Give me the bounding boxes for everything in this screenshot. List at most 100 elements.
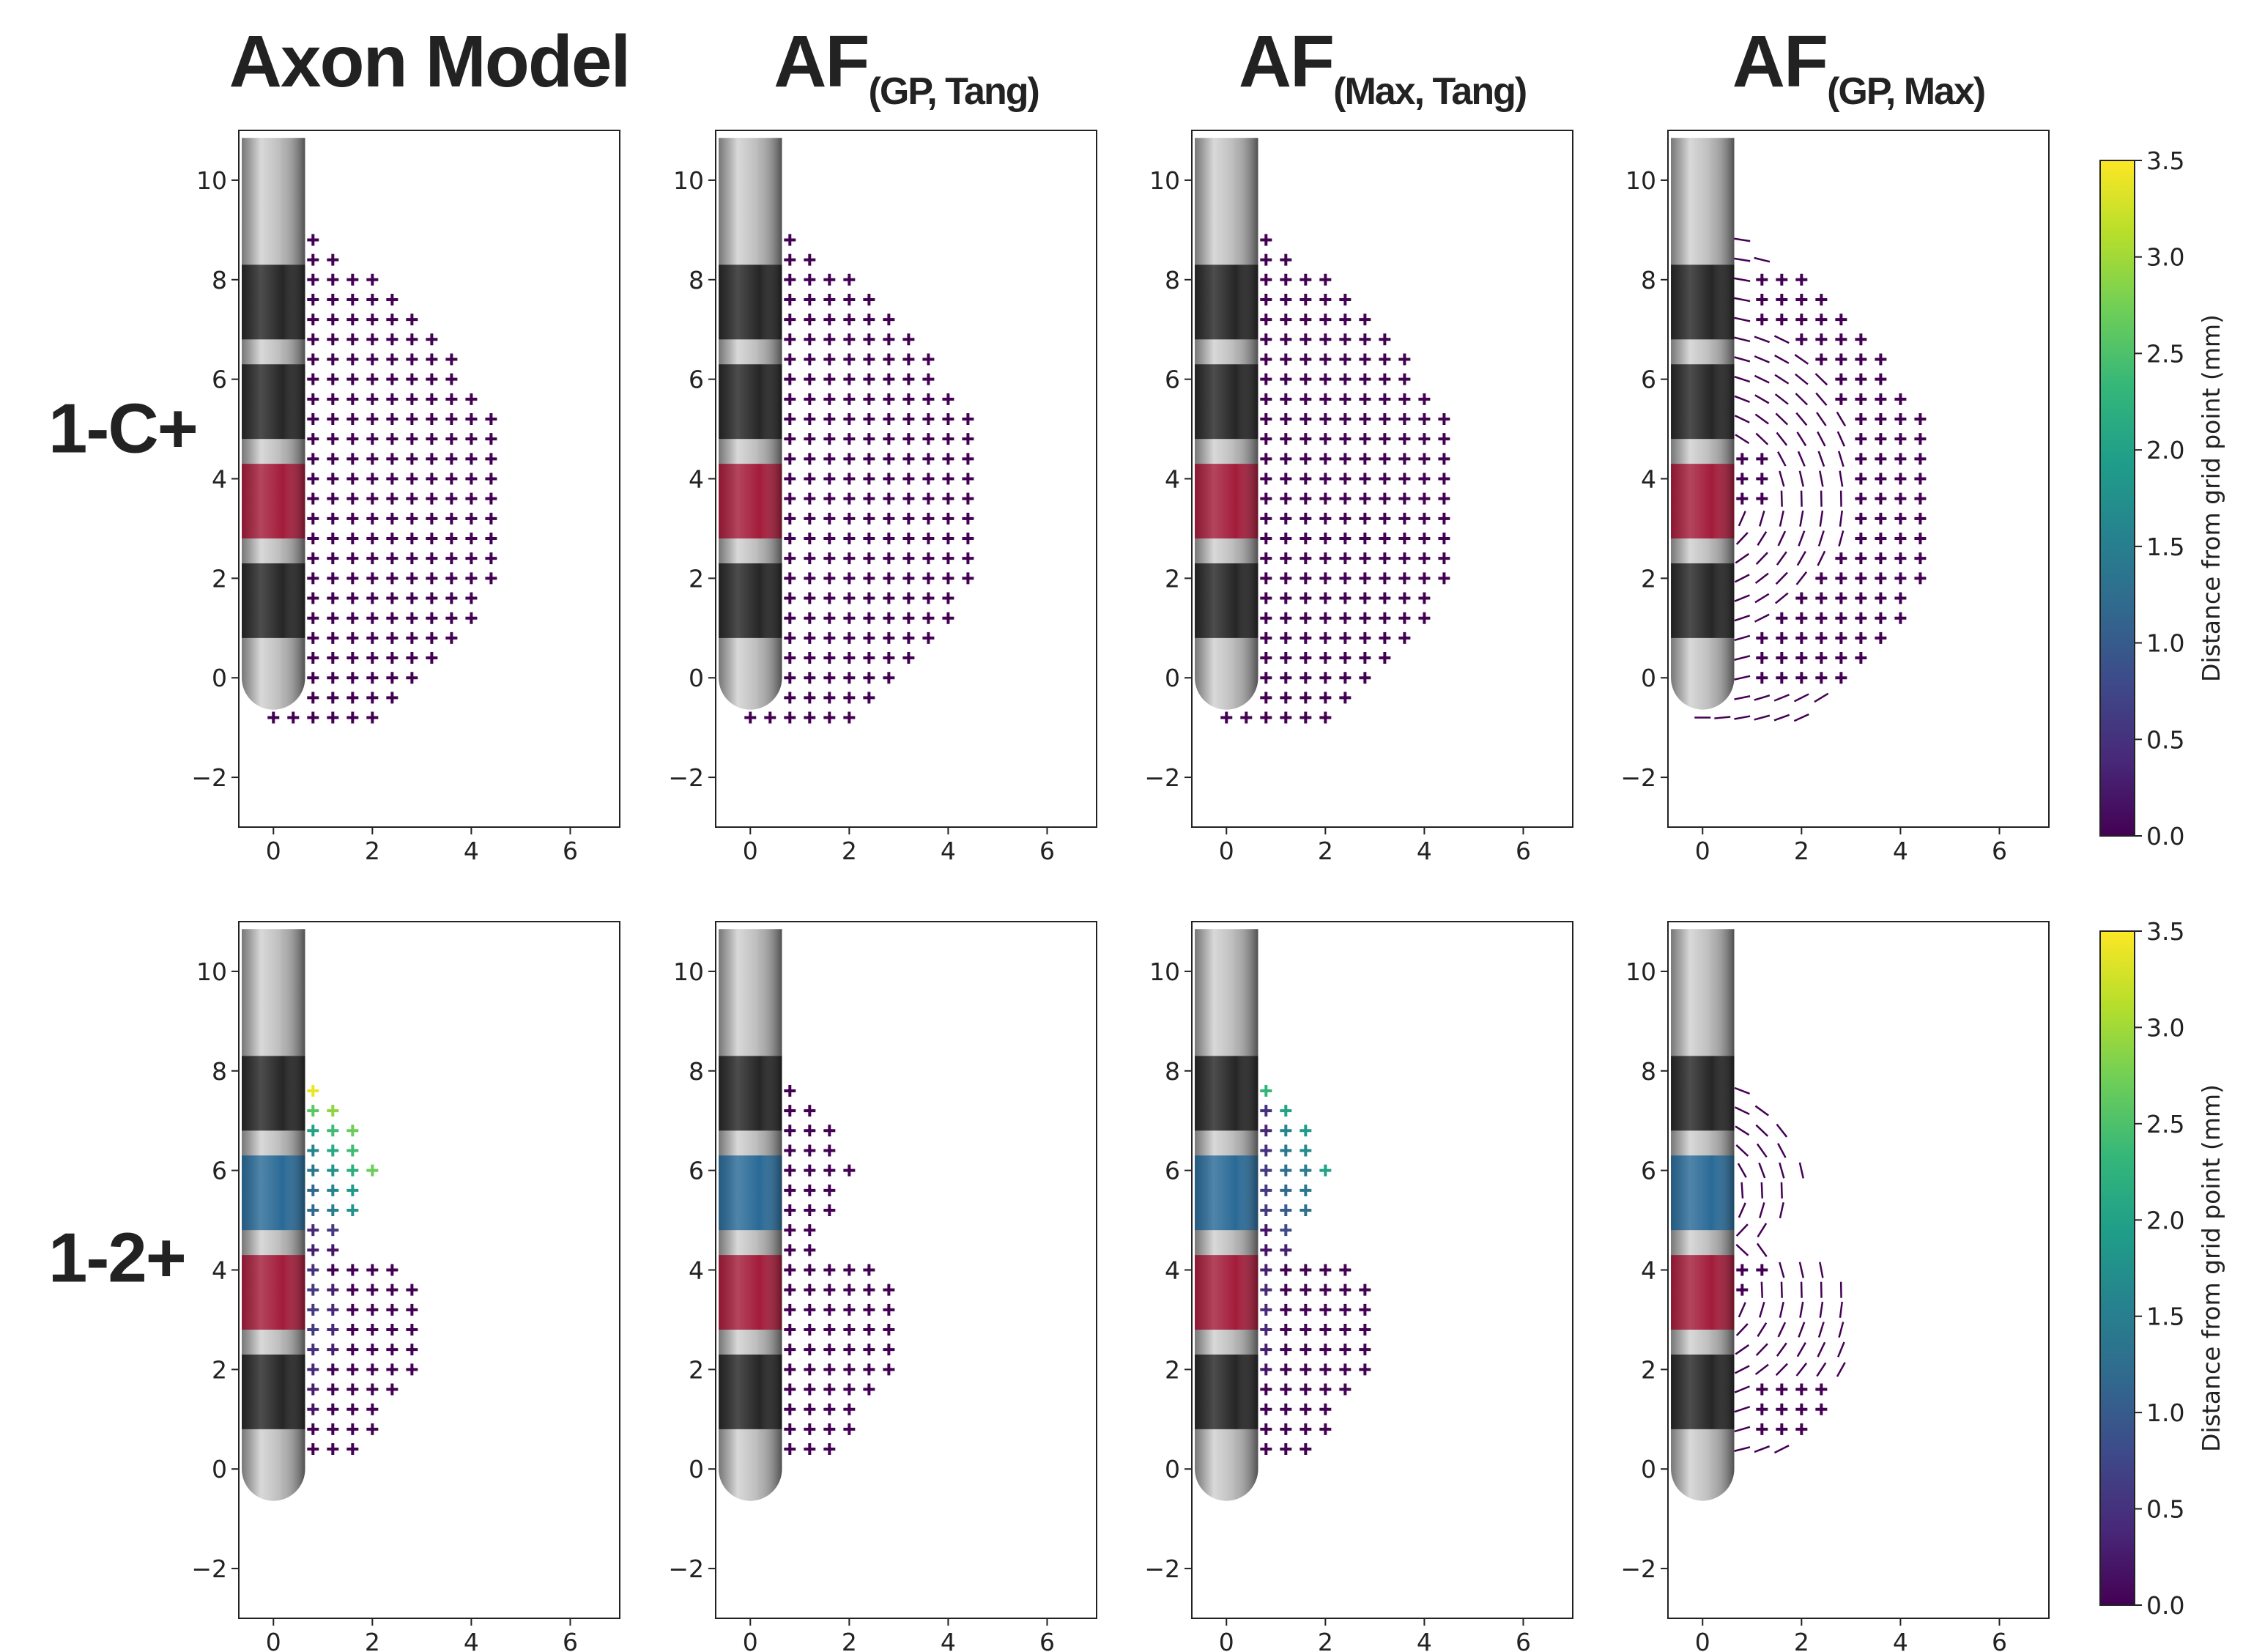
cross-marker [804, 1303, 816, 1316]
y-tick-label: 6 [689, 1157, 704, 1185]
dash-marker [1814, 692, 1829, 703]
cross-marker [346, 273, 359, 286]
cross-marker [1855, 612, 1867, 624]
cross-marker [1300, 1144, 1312, 1157]
cross-marker [863, 473, 875, 485]
cross-marker [1835, 631, 1847, 644]
cross-marker [902, 533, 915, 545]
cross-marker [1260, 652, 1272, 664]
cross-marker [366, 1383, 379, 1396]
cross-marker [346, 692, 359, 704]
dash-marker [1755, 432, 1769, 445]
dash-marker [1738, 1202, 1746, 1218]
x-tick-label: 0 [1219, 837, 1234, 865]
cross-marker [804, 393, 816, 405]
cross-marker [1319, 1363, 1332, 1376]
cross-marker [1398, 631, 1411, 644]
cross-marker [1319, 1264, 1332, 1276]
cross-marker [307, 572, 319, 585]
cross-marker [426, 572, 438, 585]
cross-marker [327, 1383, 339, 1396]
cross-marker [823, 353, 836, 366]
x-tick-label: 0 [1695, 1628, 1710, 1652]
cross-marker [1894, 572, 1907, 585]
cross-marker [1418, 473, 1431, 485]
cross-marker [327, 1144, 339, 1157]
cross-marker [784, 552, 796, 565]
dash-marker [1757, 1223, 1768, 1238]
cross-marker [1339, 672, 1352, 684]
cross-marker [386, 1383, 398, 1396]
y-tick-label: 6 [1165, 1157, 1180, 1185]
cross-marker [1795, 1423, 1808, 1435]
dash-marker [1816, 412, 1827, 426]
cross-marker [1300, 652, 1312, 664]
cross-marker [843, 612, 856, 624]
y-tick-label: 8 [689, 1057, 704, 1086]
dash-marker [1817, 550, 1826, 566]
cross-marker [784, 631, 796, 644]
electrode-shade [242, 138, 305, 710]
cross-marker [804, 473, 816, 485]
cross-marker [327, 1184, 339, 1196]
cross-marker [1300, 353, 1312, 366]
dash-marker [1837, 1341, 1845, 1357]
cross-marker [1280, 1264, 1292, 1276]
cross-marker [426, 533, 438, 545]
cross-marker [1756, 293, 1768, 305]
cross-marker [784, 314, 796, 326]
dash-marker [1777, 530, 1787, 547]
cross-marker [843, 1324, 856, 1336]
cross-marker [327, 353, 339, 366]
cross-marker [804, 1443, 816, 1456]
cross-marker [1438, 552, 1450, 565]
dash-marker [1798, 1322, 1806, 1338]
cross-marker [784, 492, 796, 505]
cross-marker [1756, 1383, 1768, 1396]
cross-marker [883, 1284, 895, 1296]
panel-title: Axon Model [229, 21, 630, 103]
cross-marker [1339, 473, 1352, 485]
cross-marker [843, 533, 856, 545]
dash-marker [1734, 675, 1751, 681]
cross-marker [902, 473, 915, 485]
electrode-shade [719, 138, 782, 710]
cross-marker [465, 612, 478, 624]
cross-marker [1319, 652, 1332, 664]
y-tick-label: 2 [212, 564, 227, 593]
dash-marker [1734, 316, 1751, 322]
cross-marker [843, 453, 856, 465]
cross-marker [307, 552, 319, 565]
cross-marker [902, 512, 915, 525]
cross-marker [327, 533, 339, 545]
cross-marker [823, 692, 836, 704]
dash-marker [1819, 510, 1824, 527]
dash-marker [1795, 571, 1808, 585]
cross-marker [883, 333, 895, 346]
cross-marker [426, 631, 438, 644]
dash-marker [1734, 415, 1750, 423]
dash-marker [1775, 592, 1789, 604]
cross-marker [1756, 492, 1768, 505]
cross-marker [1776, 273, 1788, 286]
cross-marker [465, 552, 478, 565]
cross-marker [426, 473, 438, 485]
cross-marker [1319, 433, 1332, 445]
cross-marker [327, 1443, 339, 1456]
cross-marker [863, 1324, 875, 1336]
cross-marker [346, 1383, 359, 1396]
cross-marker [1776, 672, 1788, 684]
x-tick-label: 6 [1992, 837, 2007, 865]
cross-marker [823, 433, 836, 445]
y-tick-label: 8 [1165, 266, 1180, 295]
cross-marker [1359, 1303, 1371, 1316]
cross-marker [863, 631, 875, 644]
cross-marker [307, 333, 319, 346]
cross-marker [1736, 1264, 1749, 1276]
x-tick-label: 2 [1318, 837, 1333, 865]
cross-marker [1260, 1303, 1272, 1316]
cross-marker [1815, 652, 1828, 664]
cross-marker [1300, 1284, 1312, 1296]
cross-marker [426, 652, 438, 664]
